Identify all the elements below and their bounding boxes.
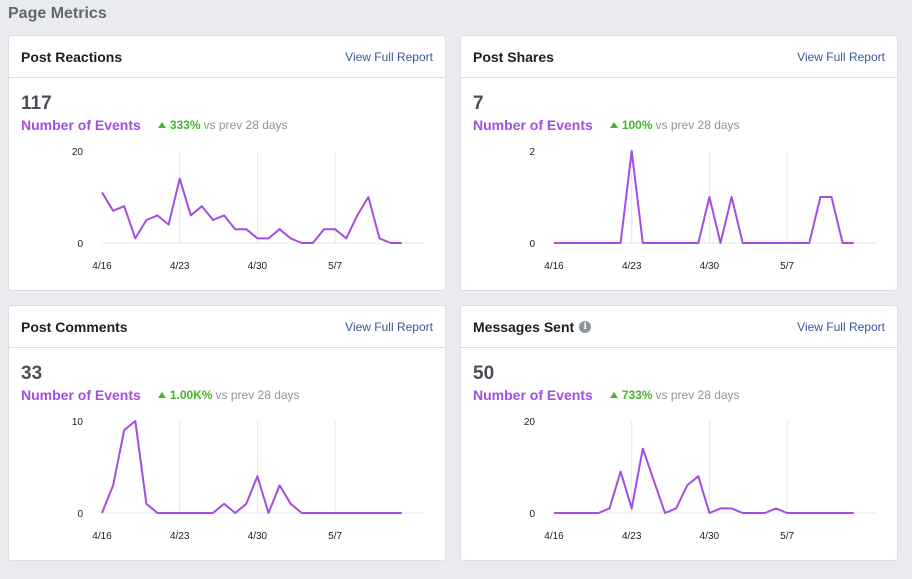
card-title-text: Post Comments (21, 318, 128, 335)
card-title: Post Comments (21, 319, 128, 335)
line-chart: 4/16 4/23 4/30 5/7 0 2 (529, 147, 877, 272)
metric-line: Number of Events 100% vs prev 28 days (473, 117, 740, 133)
trend-up-icon (609, 122, 618, 128)
card-title: Post Shares (473, 49, 554, 65)
series-line (101, 420, 402, 514)
post-shares-card: Post Shares View Full Report 7 Number of… (460, 35, 898, 291)
trend-up-icon (157, 122, 166, 128)
y-tick-label: 0 (529, 239, 535, 250)
x-tick-label: 4/23 (622, 531, 642, 542)
x-tick-label: 5/7 (780, 531, 794, 542)
view-full-report-link[interactable]: View Full Report (345, 49, 433, 64)
metric-line: Number of Events 333% vs prev 28 days (21, 117, 288, 133)
y-tick-label: 20 (72, 147, 84, 158)
x-tick-label: 5/7 (328, 531, 342, 542)
metric-value: 7 (473, 93, 484, 114)
x-tick-label: 5/7 (328, 261, 342, 272)
post-comments-card: Post Comments View Full Report 33 Number… (8, 305, 446, 561)
metric-label: Number of Events (473, 117, 593, 133)
page-title: Page Metrics (8, 5, 107, 22)
y-tick-label: 2 (529, 147, 535, 158)
x-tick-label: 4/16 (544, 531, 564, 542)
card-header: Post Shares View Full Report (461, 36, 897, 78)
x-tick-label: 4/23 (170, 261, 190, 272)
metric-line: Number of Events 1.00K% vs prev 28 days (21, 387, 300, 403)
trend-up-icon (609, 392, 618, 398)
x-tick-label: 4/23 (170, 531, 190, 542)
y-tick-label: 0 (77, 239, 83, 250)
metric-line: Number of Events 733% vs prev 28 days (473, 387, 740, 403)
x-tick-label: 4/30 (700, 261, 720, 272)
change-comparison-text: vs prev 28 days (655, 118, 740, 132)
x-tick-label: 4/16 (544, 261, 564, 272)
info-icon[interactable]: i (579, 320, 592, 333)
metric-label: Number of Events (21, 387, 141, 403)
series-line (101, 177, 402, 244)
x-tick-label: 4/23 (622, 261, 642, 272)
view-full-report-link[interactable]: View Full Report (797, 49, 885, 64)
messages-sent-card: Messages Sent i View Full Report 50 Numb… (460, 305, 898, 561)
metric-label: Number of Events (473, 387, 593, 403)
view-full-report-link[interactable]: View Full Report (345, 319, 433, 334)
view-full-report-link[interactable]: View Full Report (797, 319, 885, 334)
card-title: Messages Sent i (473, 318, 592, 335)
x-tick-label: 4/16 (92, 261, 112, 272)
line-chart: 4/16 4/23 4/30 5/7 0 10 (72, 417, 425, 542)
change-percent: 1.00K% (169, 388, 213, 402)
x-tick-label: 4/16 (92, 531, 112, 542)
series-line (554, 150, 854, 244)
change-percent: 100% (621, 118, 653, 132)
post-reactions-card: Post Reactions View Full Report 117 Numb… (8, 35, 446, 291)
trend-up-icon (157, 392, 166, 398)
line-chart: 4/16 4/23 4/30 5/7 0 20 (524, 417, 877, 542)
y-tick-label: 0 (77, 509, 83, 520)
card-title-text: Messages Sent (473, 318, 575, 335)
change-comparison-text: vs prev 28 days (203, 118, 288, 132)
change-percent: 733% (621, 388, 653, 402)
change-comparison-text: vs prev 28 days (655, 388, 740, 402)
metric-label: Number of Events (21, 117, 141, 133)
change-comparison-text: vs prev 28 days (215, 388, 300, 402)
card-title: Post Reactions (21, 49, 122, 65)
card-title-text: Post Reactions (21, 48, 123, 65)
line-chart: 4/16 4/23 4/30 5/7 0 20 (72, 147, 425, 272)
metric-value: 117 (21, 93, 52, 114)
card-header: Messages Sent i View Full Report (461, 306, 897, 348)
series-line (554, 447, 854, 514)
x-tick-label: 5/7 (780, 261, 794, 272)
x-tick-label: 4/30 (248, 261, 268, 272)
card-title-text: Post Shares (473, 48, 554, 65)
x-tick-label: 4/30 (248, 531, 268, 542)
y-tick-label: 0 (529, 509, 535, 520)
card-header: Post Reactions View Full Report (9, 36, 445, 78)
x-tick-label: 4/30 (700, 531, 720, 542)
change-percent: 333% (169, 118, 201, 132)
y-tick-label: 20 (524, 417, 536, 428)
metric-value: 33 (21, 363, 43, 384)
metric-value: 50 (473, 363, 495, 384)
y-tick-label: 10 (72, 417, 84, 428)
card-header: Post Comments View Full Report (9, 306, 445, 348)
